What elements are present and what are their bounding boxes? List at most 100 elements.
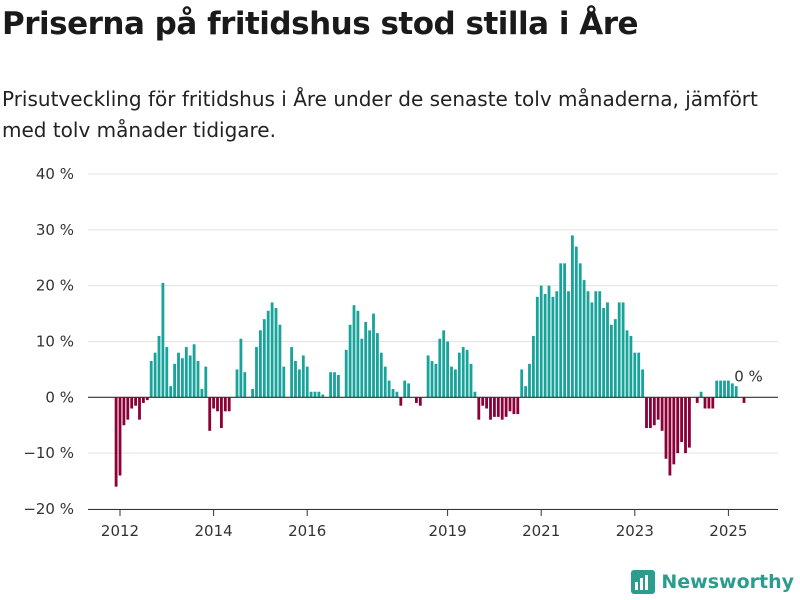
y-tick-label: −20 %: [23, 500, 74, 518]
bar: [161, 282, 165, 398]
bar: [582, 280, 586, 398]
bar: [703, 397, 707, 409]
bar: [317, 391, 321, 398]
bar: [493, 397, 496, 417]
bar: [415, 397, 418, 403]
bar: [723, 380, 726, 398]
bar: [235, 369, 239, 398]
bar: [442, 330, 446, 398]
bar: [481, 397, 485, 406]
bar: [204, 366, 208, 398]
bar: [489, 397, 492, 420]
bar: [301, 355, 305, 398]
y-tick-label: 20 %: [36, 277, 74, 295]
bar: [559, 263, 563, 398]
bar: [457, 352, 461, 398]
bar: [641, 369, 645, 398]
bar: [454, 369, 457, 398]
bar: [684, 397, 687, 454]
bar: [528, 363, 531, 398]
bar: [309, 391, 313, 398]
bar: [719, 380, 723, 398]
bar: [208, 397, 212, 431]
bar: [282, 366, 286, 398]
bar: [352, 305, 356, 398]
bar: [695, 397, 699, 403]
bar: [321, 394, 325, 398]
bar: [196, 361, 200, 398]
bar: [337, 375, 340, 398]
bar-chart-icon: [631, 570, 656, 594]
bar: [333, 372, 336, 398]
bar: [676, 397, 680, 454]
bar: [461, 347, 465, 398]
x-tick-label: 2021: [522, 522, 560, 540]
bar: [688, 397, 691, 448]
bar: [274, 308, 278, 398]
bar: [220, 397, 223, 429]
bar: [294, 361, 297, 398]
bar: [715, 380, 719, 398]
brand-name: Newsworthy: [661, 571, 794, 593]
bar: [130, 397, 134, 409]
bar: [563, 263, 567, 398]
bar: [610, 324, 613, 398]
x-tick-label: 2016: [288, 522, 326, 540]
bar: [532, 335, 535, 398]
bar: [660, 397, 664, 431]
bar: [368, 330, 372, 398]
bar: [649, 397, 652, 429]
bar: [672, 397, 676, 465]
bar: [403, 380, 407, 398]
bar: [344, 349, 348, 398]
x-tick-label: 2025: [709, 522, 747, 540]
bar: [656, 397, 660, 420]
bar: [602, 308, 606, 398]
bar: [512, 397, 516, 415]
bar: [606, 302, 609, 398]
bar: [227, 397, 231, 412]
bar: [142, 397, 145, 403]
bar: [547, 285, 551, 398]
bar: [680, 397, 684, 442]
bar: [364, 321, 368, 398]
bar: [184, 347, 188, 398]
bar: [216, 397, 219, 412]
bar: [426, 355, 430, 398]
bar: [383, 366, 387, 398]
bar: [504, 397, 508, 417]
bar: [524, 386, 528, 398]
last-value-label: 0 %: [734, 368, 763, 386]
y-tick-label: 30 %: [36, 221, 74, 239]
bar: [134, 397, 138, 406]
bar: [278, 324, 282, 398]
bar: [270, 302, 274, 398]
bar: [122, 397, 126, 426]
bar: [153, 352, 157, 398]
bar: [520, 369, 524, 398]
bar: [742, 397, 746, 403]
bar: [645, 397, 648, 429]
bar: [574, 246, 578, 398]
bar: [379, 352, 383, 398]
bar: [469, 363, 473, 398]
y-tick-label: 10 %: [36, 333, 74, 351]
bar: [391, 388, 395, 398]
bar: [298, 369, 301, 398]
y-tick-label: 40 %: [36, 165, 74, 183]
bar: [118, 397, 122, 476]
bar: [711, 397, 715, 409]
y-tick-label: −10 %: [23, 444, 74, 462]
bar: [418, 397, 422, 406]
chart-title: Priserna på fritidshus stod stilla i Åre: [2, 6, 639, 42]
bar: [629, 335, 633, 398]
bar: [255, 347, 258, 398]
bar: [356, 310, 360, 398]
bar: [621, 302, 625, 398]
bar: [251, 388, 255, 398]
x-tick-label: 2023: [616, 522, 654, 540]
bar: [543, 294, 547, 398]
bar: [200, 388, 204, 398]
bar: [243, 372, 247, 398]
